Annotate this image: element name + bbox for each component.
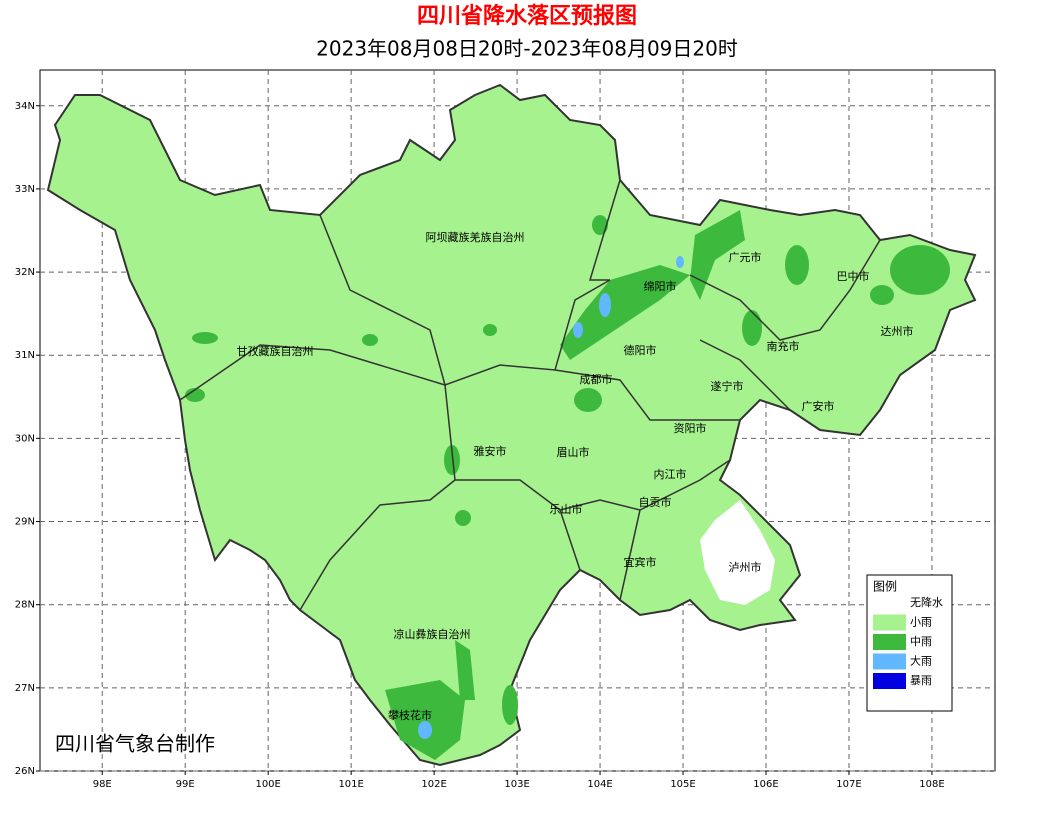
y-tick-label: 34N	[15, 101, 35, 112]
x-tick-label: 100E	[255, 779, 280, 790]
city-label: 攀枝花市	[388, 708, 432, 722]
city-label: 资阳市	[674, 421, 707, 435]
legend-swatch	[873, 595, 906, 611]
x-tick-label: 99E	[176, 779, 195, 790]
city-label: 凉山彝族自治州	[394, 627, 471, 641]
city-label: 宜宾市	[624, 555, 657, 569]
y-tick-label: 30N	[15, 433, 35, 444]
legend-label: 中雨	[910, 635, 932, 648]
city-label: 绵阳市	[644, 279, 677, 293]
city-label: 广元市	[729, 250, 762, 264]
city-label: 德阳市	[624, 343, 657, 357]
x-tick-label: 108E	[919, 779, 944, 790]
legend-swatch	[873, 614, 906, 631]
y-tick-label: 33N	[15, 184, 35, 195]
city-label: 泸州市	[729, 560, 762, 574]
x-tick-label: 103E	[504, 779, 529, 790]
province	[46, 83, 977, 767]
heavy-rain-areas	[418, 256, 684, 739]
legend-swatch	[873, 634, 906, 650]
y-tick-label: 27N	[15, 683, 35, 694]
city-label: 遂宁市	[711, 379, 744, 393]
credit: 四川省气象台制作	[55, 732, 215, 756]
legend-swatch	[873, 653, 906, 670]
y-tick-label: 29N	[15, 517, 35, 528]
city-label: 阿坝藏族羌族自治州	[426, 230, 525, 244]
city-label: 南充市	[767, 339, 800, 353]
city-label: 内江市	[654, 467, 687, 481]
city-label: 达州市	[881, 324, 914, 338]
y-tick-label: 28N	[15, 600, 35, 611]
y-tick-label: 31N	[15, 350, 35, 361]
x-tick-label: 104E	[587, 779, 612, 790]
city-label: 成都市	[580, 372, 613, 386]
x-tick-label: 102E	[421, 779, 446, 790]
city-label: 巴中市	[837, 269, 870, 283]
x-tick-label: 105E	[670, 779, 695, 790]
legend-swatch	[873, 673, 906, 689]
x-tick-label: 107E	[836, 779, 861, 790]
legend-label: 暴雨	[910, 674, 932, 687]
legend-title: 图例	[873, 580, 897, 594]
x-tick-label: 98E	[93, 779, 112, 790]
prefecture-borders	[179, 179, 881, 611]
city-label: 雅安市	[474, 444, 507, 458]
legend-label: 小雨	[910, 616, 932, 629]
y-tick-label: 26N	[15, 766, 35, 777]
city-label: 自贡市	[639, 495, 672, 509]
city-label: 眉山市	[557, 445, 590, 459]
subtitle: 2023年08月08日20时-2023年08月09日20时	[316, 37, 738, 61]
moderate-rain-areas	[185, 210, 950, 760]
no-rain-area	[700, 500, 775, 605]
title: 四川省降水落区预报图	[417, 4, 637, 29]
city-label: 甘孜藏族自治州	[237, 344, 314, 358]
x-tick-label: 101E	[338, 779, 363, 790]
city-labels: 阿坝藏族羌族自治州 甘孜藏族自治州 广元市 巴中市 绵阳市 达州市 德阳市 南充…	[237, 230, 914, 722]
y-tick-label: 32N	[15, 267, 35, 278]
x-tick-label: 106E	[753, 779, 778, 790]
legend-label: 无降水	[910, 595, 943, 609]
legend-label: 大雨	[910, 654, 932, 668]
city-label: 乐山市	[550, 502, 583, 516]
city-label: 广安市	[802, 399, 835, 413]
